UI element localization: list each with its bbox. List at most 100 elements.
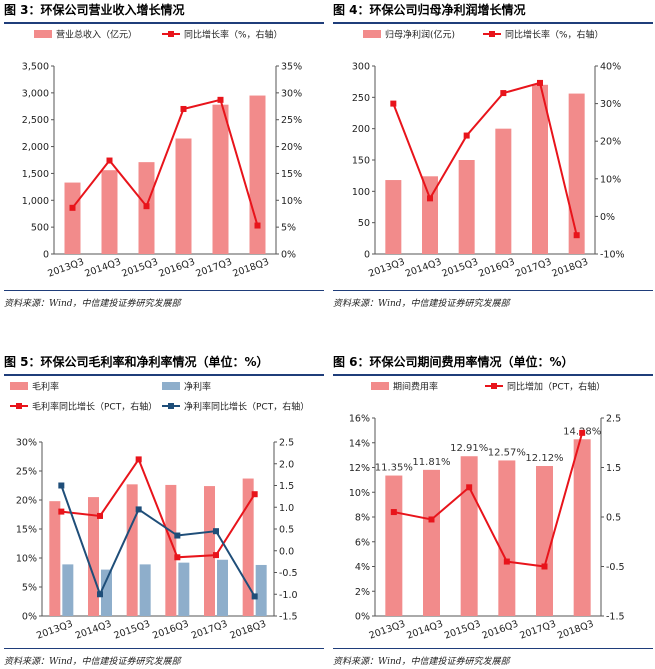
right-axis-tick-label: -1.5 — [606, 612, 625, 623]
right-axis-tick-label: -0.5 — [606, 562, 625, 573]
line-point-1-2014Q3 — [106, 157, 113, 164]
line-series-1 — [61, 457, 256, 559]
line-point-1-2017Q3 — [541, 563, 548, 570]
left-axis-tick-label: 3,500 — [22, 62, 49, 73]
x-axis-tick-label: 2013Q3 — [46, 256, 85, 279]
x-axis-tick-label: 2018Q3 — [231, 256, 270, 279]
right-axis-tick-label: 1.5 — [606, 463, 621, 474]
line-point-1-2013Q3 — [58, 508, 65, 515]
left-axis-tick-label: 200 — [352, 124, 370, 135]
left-axis-tick-label: 0 — [43, 250, 49, 261]
right-axis-tick-label: 40% — [600, 62, 621, 73]
left-axis-tick-label: 6% — [355, 537, 370, 548]
figure-3-source: 资料来源：Wind，中信建投证券研究发展部 — [4, 299, 181, 309]
left-axis-tick-label: 150 — [352, 156, 370, 167]
bar-primary-2016Q3 — [175, 138, 192, 254]
right-axis-tick-label: 0.0 — [279, 546, 294, 557]
bar-data-label: 12.12% — [525, 453, 563, 464]
bar-primary-2018Q3 — [249, 95, 266, 255]
legend-swatch-marker — [16, 403, 22, 409]
figure-4-title: 图 4：环保公司归母净利润增长情况 — [333, 3, 526, 17]
figure-5-title: 图 5：环保公司毛利率和净利率情况（单位：%） — [4, 355, 269, 369]
legend-swatch-marker — [168, 31, 174, 37]
legend-swatch-marker — [489, 31, 495, 37]
left-axis-tick-label: 20% — [16, 496, 37, 507]
line-point-1-2018Q3 — [573, 232, 580, 239]
line-series-1 — [393, 432, 584, 568]
figure-4-source-rule — [333, 290, 653, 291]
line-point-2-2014Q3 — [97, 591, 103, 598]
right-axis-tick-label: 20% — [600, 137, 621, 148]
figure-5-source: 资料来源：Wind，中信建投证券研究发展部 — [4, 657, 181, 667]
bar-secondary-2013Q3 — [62, 564, 74, 616]
figure-5-panel: 图 5：环保公司毛利率和净利率情况（单位：%） 0% 5% 10% 15% 20% 25%… — [4, 352, 324, 669]
line-point-2-2016Q3 — [174, 532, 181, 539]
left-axis-tick-label: 1,000 — [22, 196, 49, 207]
figure-6-source-rule — [333, 648, 653, 649]
line-point-1-2014Q3 — [428, 516, 435, 523]
bar-data-label: 11.35% — [375, 463, 413, 474]
line-point-1-2014Q3 — [427, 195, 433, 202]
bar-primary-2018Q3 — [568, 93, 585, 254]
bar-secondary-2016Q3 — [178, 562, 190, 616]
line-point-1-2018Q3 — [254, 222, 261, 229]
bar-primary-2016Q3 — [165, 484, 177, 616]
legend-label: 净利率同比增长（PCT，右轴） — [184, 401, 309, 413]
x-axis-tick-label: 2018Q3 — [551, 256, 590, 279]
bar-primary-2017Q3 — [204, 486, 215, 616]
figure-4-chart: 0 50 100 150 200 250 300 -10% 0% 10% 20% 30% 40% 2013… — [352, 29, 625, 280]
left-axis-tick-label: 0% — [22, 612, 37, 623]
right-axis-tick-label: 2.0 — [279, 459, 294, 470]
left-axis-tick-label: 25% — [16, 467, 37, 478]
legend-label: 期间费用率 — [393, 381, 438, 393]
x-axis-tick-label: 2018Q3 — [229, 618, 268, 641]
figure-5-source-rule — [4, 648, 324, 649]
right-axis-tick-label: 30% — [600, 99, 621, 110]
right-axis-tick-label: 2.5 — [606, 414, 621, 425]
left-axis-tick-label: 15% — [16, 525, 37, 536]
legend-swatch-bar — [363, 30, 381, 38]
line-point-2-2013Q3 — [58, 482, 65, 489]
bar-primary-2014Q3 — [101, 170, 118, 254]
x-axis-tick-label: 2016Q3 — [157, 256, 196, 279]
left-axis-tick-label: 2,000 — [22, 142, 49, 153]
legend-swatch-marker — [168, 403, 174, 409]
x-axis-tick-label: 2014Q3 — [83, 256, 122, 279]
left-axis-tick-label: 500 — [31, 223, 49, 234]
x-axis-tick-label: 2015Q3 — [443, 618, 482, 641]
right-axis-tick-label: 1.0 — [279, 503, 294, 514]
right-axis-tick-label: 5% — [281, 223, 296, 234]
legend-label: 毛利率 — [32, 381, 59, 393]
bar-primary-2017Q3 — [532, 84, 548, 254]
bar-secondary-2017Q3 — [217, 559, 228, 616]
bar-secondary-2018Q3 — [255, 564, 267, 616]
bar-primary-2016Q3 — [498, 460, 516, 616]
figure-6-chart: 0% 2% 4% 6% 8% 10% 12% 14% 16% -1.5 -0.5 0.5 1.5 2.5 1… — [349, 381, 625, 642]
x-axis-tick-label: 2016Q3 — [481, 618, 520, 641]
left-axis-tick-label: 300 — [352, 62, 370, 73]
right-axis-tick-label: -0.5 — [279, 568, 298, 579]
left-axis-tick-label: 12% — [349, 463, 370, 474]
x-axis-tick-label: 2017Q3 — [190, 618, 229, 641]
bar-primary-2013Q3 — [385, 475, 403, 616]
line-series-1 — [71, 98, 259, 226]
line-point-2-2018Q3 — [251, 593, 258, 600]
bar-primary-2018Q3 — [573, 439, 591, 616]
right-axis-tick-label: 35% — [281, 62, 302, 73]
legend-label: 毛利率同比增长（PCT，右轴） — [32, 401, 157, 413]
figure-3-source-rule — [4, 290, 324, 291]
line-point-2-2017Q3 — [213, 528, 219, 535]
legend-swatch-marker — [491, 383, 497, 389]
left-axis-tick-label: 0% — [355, 612, 370, 623]
line-point-1-2016Q3 — [180, 105, 187, 112]
right-axis-tick-label: 0.5 — [606, 513, 621, 524]
left-axis-tick-label: 30% — [16, 438, 37, 449]
x-axis-tick-label: 2013Q3 — [367, 256, 406, 279]
x-axis-tick-label: 2014Q3 — [74, 618, 113, 641]
right-axis-tick-label: 1.5 — [279, 481, 294, 492]
line-point-1-2016Q3 — [174, 554, 181, 561]
right-axis-tick-label: 2.5 — [279, 438, 294, 449]
line-point-1-2015Q3 — [466, 484, 473, 491]
x-axis-tick-label: 2018Q3 — [556, 618, 595, 641]
line-point-1-2018Q3 — [251, 491, 258, 498]
